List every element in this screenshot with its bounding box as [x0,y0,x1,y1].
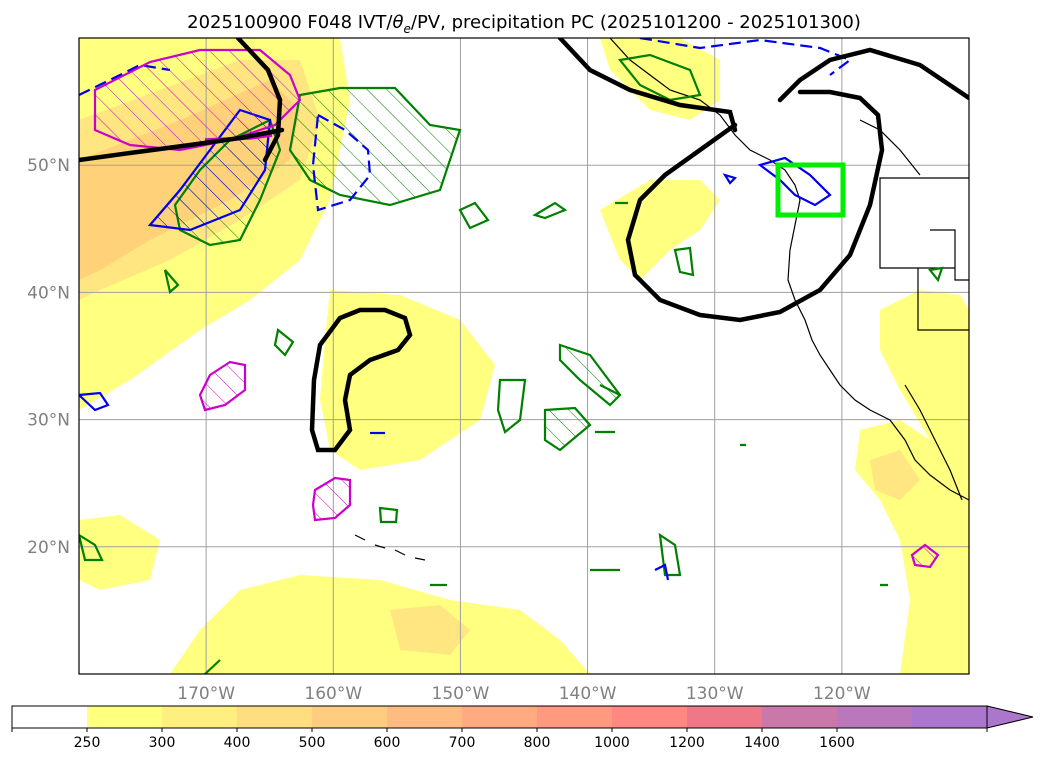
colorbar-tick-label: 600 [374,735,401,751]
lon-tick-label: 170°W [177,684,235,704]
lat-tick-label: 50°N [27,156,70,176]
lon-tick-label: 120°W [813,684,871,704]
lat-tick-label: 30°N [27,411,70,431]
colorbar-segment [912,706,988,728]
theta-e-contours [79,38,969,453]
colorbar-segment [237,706,313,728]
colorbar-segment [87,706,163,728]
lon-tick-label: 130°W [686,684,744,704]
colorbar: 250 300 400 500 600 700 800 1000 1200 1400 1600 [11,705,1034,751]
map-frame [78,37,970,675]
colorbar-segment [687,706,763,728]
lat-tick-label: 20°N [27,538,70,558]
lon-tick-label: 160°W [304,684,362,704]
pv-contours-magenta [93,48,940,569]
map-panel [79,38,969,674]
colorbar-segment [312,706,388,728]
colorbar-segment [762,706,838,728]
longitude-labels: 170°W 160°W 150°W 140°W 130°W 120°W [177,684,871,704]
colorbar-segment [537,706,613,728]
colorbar-segment [162,706,238,728]
colorbar-segment [387,706,463,728]
colorbar-tick-label: 1600 [819,735,855,751]
colorbar-extend-arrow [986,705,1034,729]
colorbar-tick-label: 300 [149,735,176,751]
colorbar-tick-label: 1400 [744,735,780,751]
lon-tick-label: 140°W [559,684,617,704]
lon-tick-label: 150°W [432,684,490,704]
latitude-labels: 50°N 40°N 30°N 20°N [27,156,70,558]
colorbar-segment [837,706,913,728]
target-region-box [775,162,846,218]
colorbar-frame [11,705,988,729]
colorbar-tick-label: 800 [524,735,551,751]
colorbar-segment [12,706,87,728]
colorbar-tick-label: 700 [449,735,476,751]
colorbar-tick-label: 1200 [669,735,705,751]
colorbar-tick-label: 400 [224,735,251,751]
lat-tick-label: 40°N [27,283,70,303]
colorbar-segment [462,706,538,728]
colorbar-tick-label: 1000 [594,735,630,751]
colorbar-segment [612,706,688,728]
colorbar-tick-label: 500 [299,735,326,751]
figure-title: 2025100900 F048 IVT/θe/PV, precipitation… [187,12,861,36]
colorbar-tick-label: 250 [74,735,101,751]
